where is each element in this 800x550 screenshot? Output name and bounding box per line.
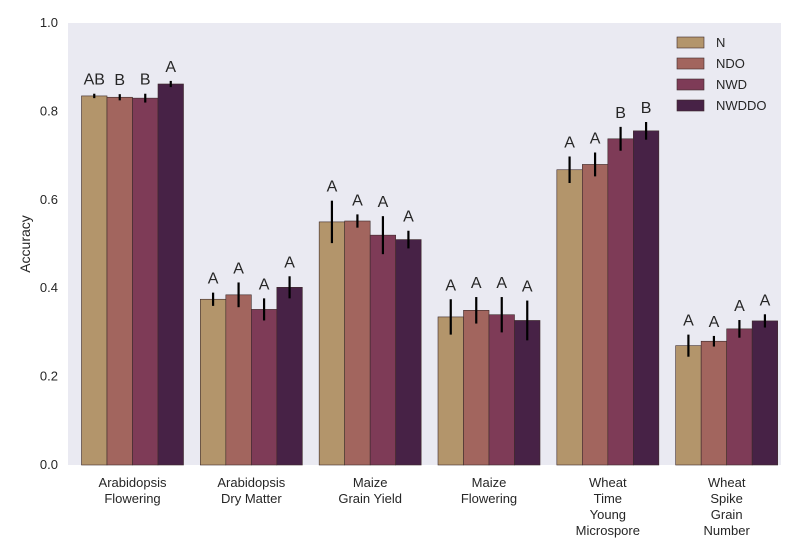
legend-label-n: N — [716, 35, 725, 50]
bar-nwd-1 — [251, 309, 278, 466]
y-axis-label: Accuracy — [17, 215, 33, 273]
significance-letter: A — [233, 260, 244, 277]
bar-n-1 — [200, 298, 227, 466]
significance-letter: A — [378, 194, 389, 211]
significance-letter: B — [140, 72, 151, 89]
legend: N NDO NWD NWDDO — [676, 35, 767, 113]
significance-letter: A — [760, 292, 771, 309]
y-tick-label: 0.2 — [40, 369, 58, 384]
x-tick-label: Wheat Time Young Microspore — [576, 475, 640, 538]
y-tick-label: 0.6 — [40, 192, 58, 207]
significance-letter: B — [615, 105, 626, 122]
bar-nwddo-0 — [157, 83, 184, 466]
significance-letter: A — [403, 209, 414, 226]
significance-letter: B — [114, 72, 125, 89]
y-tick-label: 0.0 — [40, 457, 58, 472]
significance-letter: A — [165, 59, 176, 76]
significance-letter: A — [208, 271, 219, 288]
bars-layer — [81, 83, 778, 466]
legend-swatch-nwd — [676, 78, 705, 91]
legend-swatch-ndo — [676, 57, 705, 70]
plot-background — [68, 23, 781, 465]
y-axis: 0.0 0.2 0.4 0.6 0.8 1.0 — [40, 15, 58, 472]
bar-ndo-5 — [700, 340, 727, 466]
bar-n-3 — [437, 316, 464, 466]
bar-ndo-0 — [106, 96, 133, 466]
x-axis: Arabidopsis Flowering Arabidopsis Dry Matte… — [99, 475, 751, 538]
significance-letter: A — [709, 314, 720, 331]
significance-letter: B — [641, 100, 652, 117]
bar-n-0 — [81, 95, 108, 466]
significance-letter: A — [734, 298, 745, 315]
significance-letter: A — [564, 134, 575, 151]
bar-nwddo-5 — [751, 320, 778, 466]
x-tick-label: Maize Grain Yield — [338, 475, 402, 506]
significance-letter: AB — [84, 72, 105, 89]
bar-nwddo-3 — [514, 320, 541, 466]
legend-swatch-nwddo — [676, 99, 705, 112]
significance-letter: A — [445, 277, 456, 294]
x-tick-label: Arabidopsis Dry Matter — [217, 475, 285, 506]
significance-letter: A — [590, 131, 601, 148]
bar-nwddo-1 — [276, 287, 303, 466]
bar-ndo-1 — [225, 294, 252, 466]
bar-ndo-3 — [463, 309, 490, 466]
bar-nwd-3 — [488, 314, 515, 466]
y-tick-label: 0.8 — [40, 103, 58, 118]
legend-label-nwddo: NWDDO — [716, 98, 767, 113]
y-tick-label: 0.4 — [40, 280, 58, 295]
bar-ndo-2 — [344, 220, 371, 466]
bar-nwd-2 — [369, 234, 396, 466]
bar-n-4 — [556, 169, 583, 466]
error-bars-layer — [93, 80, 767, 357]
bar-nwd-4 — [607, 138, 634, 466]
x-tick-label: Maize Flowering — [461, 475, 517, 506]
significance-letter: A — [327, 179, 338, 196]
bar-n-2 — [318, 221, 345, 466]
bar-ndo-4 — [582, 164, 609, 466]
bar-n-5 — [675, 345, 702, 466]
significance-letter: A — [496, 275, 507, 292]
y-tick-label: 1.0 — [40, 15, 58, 30]
significance-letter: A — [284, 254, 295, 271]
bar-nwddo-2 — [395, 239, 422, 466]
x-tick-label: Wheat Spike Grain Number — [704, 475, 751, 538]
legend-swatch-n — [676, 36, 705, 49]
legend-label-ndo: NDO — [716, 56, 745, 71]
bar-nwd-5 — [726, 328, 753, 466]
bar-nwd-0 — [132, 97, 159, 466]
significance-letter: A — [522, 279, 533, 296]
significance-letter: A — [352, 192, 363, 209]
bar-nwddo-4 — [633, 130, 660, 466]
legend-label-nwd: NWD — [716, 77, 747, 92]
significance-letter: A — [683, 313, 694, 330]
significance-letter: A — [471, 275, 482, 292]
significance-letter: A — [259, 276, 270, 293]
x-tick-label: Arabidopsis Flowering — [99, 475, 167, 506]
